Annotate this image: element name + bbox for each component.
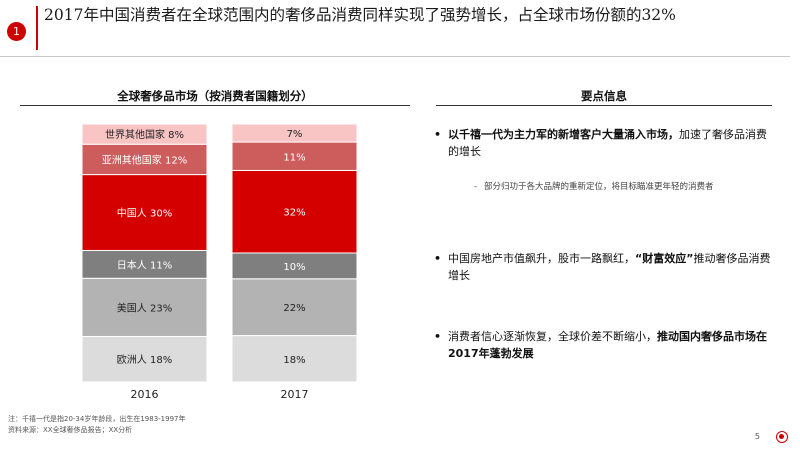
title-accent-bar (36, 6, 38, 50)
bar-label-2016-4: 亚洲其他国家 12% (102, 153, 187, 166)
key-point-3: • 消费者信心逐渐恢复，全球价差不断缩小，推动国内奢侈品市场在2017年蓬勃发展 (434, 328, 772, 362)
dash-marker: - (474, 182, 478, 192)
footnote-note: 注：千禧一代是指20-34岁年龄段，出生在1983-1997年 (8, 415, 186, 423)
bar-segment-2017-0 (231, 335, 358, 383)
key-point-1-text: 加速了奢侈品消费的增长 (448, 128, 767, 158)
chart-heading: 全球奢侈品市场（按消费者国籍划分） (117, 89, 313, 103)
bar-segment-2017-1 (231, 278, 358, 337)
bar-segment-2017-3 (231, 169, 358, 254)
bullet-marker: • (434, 330, 442, 343)
section-badge: 1 (7, 22, 26, 41)
bar-label-2016-3: 中国人 30% (117, 207, 172, 220)
key-point-2-text-a: 中国房地产市值飙升，股市一路飘红， (448, 252, 635, 265)
bar-segment-2017-2 (231, 252, 358, 280)
bar-label-2017-0: 18% (283, 355, 305, 366)
bar-label-2017-3: 32% (283, 208, 305, 219)
key-points-heading-rule (436, 105, 772, 106)
logo-icon (776, 431, 788, 443)
bar-segment-2016-5 (81, 123, 208, 145)
bullet-marker: • (434, 128, 442, 141)
key-point-3-text: 消费者信心逐渐恢复，全球价差不断缩小， (448, 330, 657, 343)
key-point-1-sub: - 部分归功于各大品牌的重新定位，将目标瞄准更年轻的消费者 (474, 180, 744, 194)
bar-segment-2016-3 (81, 174, 208, 251)
chart-heading-rule (20, 105, 410, 106)
key-point-2-text-b: 推动奢侈品消费增长 (448, 252, 771, 282)
key-point-3-bold: 推动国内奢侈品市场在2017年蓬勃发展 (448, 330, 767, 360)
bar-segment-2016-1 (81, 277, 208, 337)
bar-label-2016-0: 欧洲人 18% (117, 354, 172, 366)
key-points-heading: 要点信息 (581, 89, 627, 103)
footnotes: 注：千禧一代是指20-34岁年龄段，出生在1983-1997年 资料来源：XX全… (8, 414, 186, 436)
key-point-1: • 以千禧一代为主力军的新增客户大量涌入市场，加速了奢侈品消费的增长 (434, 126, 772, 160)
bar-segment-2017-4 (231, 141, 358, 171)
bar-segment-2017-5 (231, 123, 358, 143)
bar-label-2017-4: 11% (283, 152, 305, 163)
bar-segment-2016-0 (81, 335, 208, 383)
category-label-2016: 2016 (131, 388, 159, 401)
bar-label-2017-2: 10% (283, 262, 305, 273)
bar-label-2016-1: 美国人 23% (117, 301, 172, 314)
bar-segment-2016-4 (81, 143, 208, 176)
page-number: 5 (754, 432, 760, 441)
bar-label-2016-5: 世界其他国家 8% (105, 128, 184, 141)
footnote-source: 资料来源：XX全球奢侈品报告；XX分析 (8, 426, 133, 434)
key-point-2: • 中国房地产市值飙升，股市一路飘红，“财富效应”推动奢侈品消费增长 (434, 250, 772, 284)
bullet-marker: • (434, 252, 442, 265)
bar-label-2017-1: 22% (283, 303, 305, 314)
title-divider (0, 56, 790, 57)
bar-segment-2016-2 (81, 249, 208, 279)
category-label-2017: 2017 (281, 388, 309, 401)
bar-label-2016-2: 日本人 11% (117, 258, 172, 271)
key-point-1-bold: 以千禧一代为主力军的新增客户大量涌入市场， (448, 128, 679, 141)
key-point-2-bold: “财富效应” (635, 252, 694, 265)
key-point-1-sub-text: 部分归功于各大品牌的重新定位，将目标瞄准更年轻的消费者 (484, 182, 714, 192)
bar-label-2017-5: 7% (287, 129, 303, 140)
slide-title: 2017年中国消费者在全球范围内的奢侈品消费同样实现了强势增长，占全球市场份额的… (44, 6, 676, 24)
